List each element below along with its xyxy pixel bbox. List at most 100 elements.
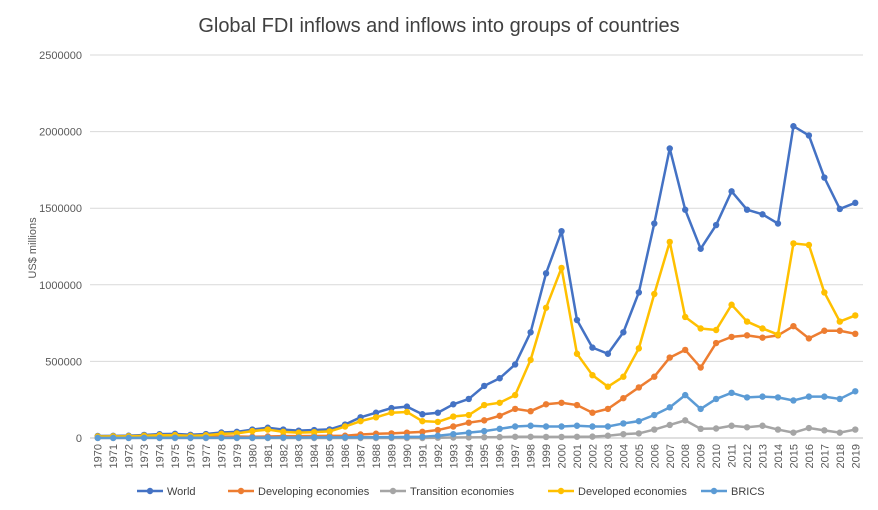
data-point <box>295 434 302 441</box>
data-point <box>280 434 287 441</box>
data-point <box>496 433 503 441</box>
x-tick-label: 1971 <box>108 444 120 468</box>
x-tick-label: 1976 <box>185 444 197 468</box>
data-point <box>573 316 581 324</box>
x-tick-label: 2008 <box>680 444 692 468</box>
legend-item: Developed economies <box>548 486 687 498</box>
data-point <box>156 434 163 441</box>
legend-label: World <box>167 486 196 498</box>
data-point <box>419 411 426 418</box>
data-point <box>450 401 457 408</box>
data-point <box>712 221 720 229</box>
x-tick-label: 1999 <box>541 444 553 468</box>
data-point <box>666 145 673 152</box>
x-tick-label: 2011 <box>727 444 739 468</box>
data-point <box>836 429 844 436</box>
data-point <box>326 428 333 435</box>
x-tick-label: 1987 <box>356 444 368 468</box>
data-point <box>651 220 658 227</box>
x-tick-label: 2006 <box>649 444 661 468</box>
x-tick-label: 2003 <box>603 444 615 468</box>
data-point <box>542 270 550 277</box>
data-point <box>527 433 534 440</box>
legend-label: Transition economies <box>410 486 515 498</box>
x-tick-label: 1970 <box>93 444 105 468</box>
x-tick-label: 2009 <box>696 444 708 468</box>
gridlines <box>90 54 863 362</box>
data-point <box>388 409 395 416</box>
data-point <box>109 434 117 442</box>
data-point <box>635 384 643 391</box>
data-point <box>852 312 859 319</box>
x-tick-label: 1973 <box>139 444 151 468</box>
data-point <box>635 345 643 352</box>
data-point <box>666 404 673 411</box>
data-point <box>542 433 550 441</box>
data-point <box>682 346 689 354</box>
x-tick-label: 1990 <box>402 444 414 468</box>
x-axis-ticks: 1970 1971 1972 1973 1974 1975 1976 1977 1978 1979… <box>93 444 863 468</box>
data-point <box>774 394 782 401</box>
data-point <box>651 411 658 419</box>
x-tick-label: 1979 <box>232 444 244 468</box>
data-point <box>712 395 720 403</box>
x-tick-label: 2012 <box>742 444 754 468</box>
data-point <box>310 428 318 436</box>
data-point <box>434 418 442 426</box>
data-point <box>372 434 380 441</box>
x-tick-label: 2014 <box>773 444 785 468</box>
x-tick-label: 2004 <box>618 444 630 468</box>
legend-label: Developed economies <box>578 486 687 498</box>
data-point <box>249 434 256 441</box>
data-point <box>836 318 844 325</box>
data-point <box>682 417 689 424</box>
data-point <box>697 325 704 332</box>
data-point <box>419 417 426 425</box>
data-point <box>341 423 349 430</box>
legend-swatch-marker <box>710 487 718 495</box>
data-point <box>620 329 627 336</box>
data-point <box>511 423 519 430</box>
legend-label: BRICS <box>731 486 765 498</box>
data-point <box>573 422 581 429</box>
legend-swatch-marker <box>557 487 565 495</box>
x-tick-label: 1978 <box>216 444 228 468</box>
x-tick-label: 1991 <box>417 444 429 468</box>
legend-swatch-marker <box>237 487 245 495</box>
data-point <box>728 188 735 195</box>
x-tick-label: 2002 <box>587 444 599 468</box>
data-point <box>604 383 612 390</box>
data-point <box>465 419 472 426</box>
data-point <box>326 434 333 441</box>
data-point <box>419 433 426 440</box>
data-point <box>558 399 565 406</box>
data-point <box>604 432 612 439</box>
x-tick-label: 1984 <box>309 444 321 468</box>
data-point <box>233 434 241 441</box>
data-point <box>821 289 828 296</box>
x-tick-label: 2010 <box>711 444 723 468</box>
data-point <box>511 405 519 413</box>
data-point <box>759 334 766 341</box>
data-point <box>218 434 225 441</box>
data-point <box>728 422 735 429</box>
data-point <box>682 206 689 213</box>
data-point <box>805 393 813 400</box>
data-point <box>496 375 503 382</box>
data-point <box>465 411 472 419</box>
data-point <box>558 433 565 441</box>
data-point <box>821 427 828 434</box>
series-4 <box>94 388 859 442</box>
data-point <box>403 403 411 410</box>
data-point <box>264 426 271 433</box>
data-point <box>481 417 488 424</box>
y-tick-label: 2000000 <box>39 127 82 139</box>
legend-swatch-marker <box>146 487 154 495</box>
x-tick-label: 1981 <box>263 444 275 468</box>
data-point <box>836 327 844 334</box>
data-point <box>280 428 287 436</box>
x-tick-label: 2015 <box>788 444 800 468</box>
data-point <box>589 409 596 416</box>
data-point <box>604 405 612 413</box>
x-tick-label: 1982 <box>278 444 290 468</box>
